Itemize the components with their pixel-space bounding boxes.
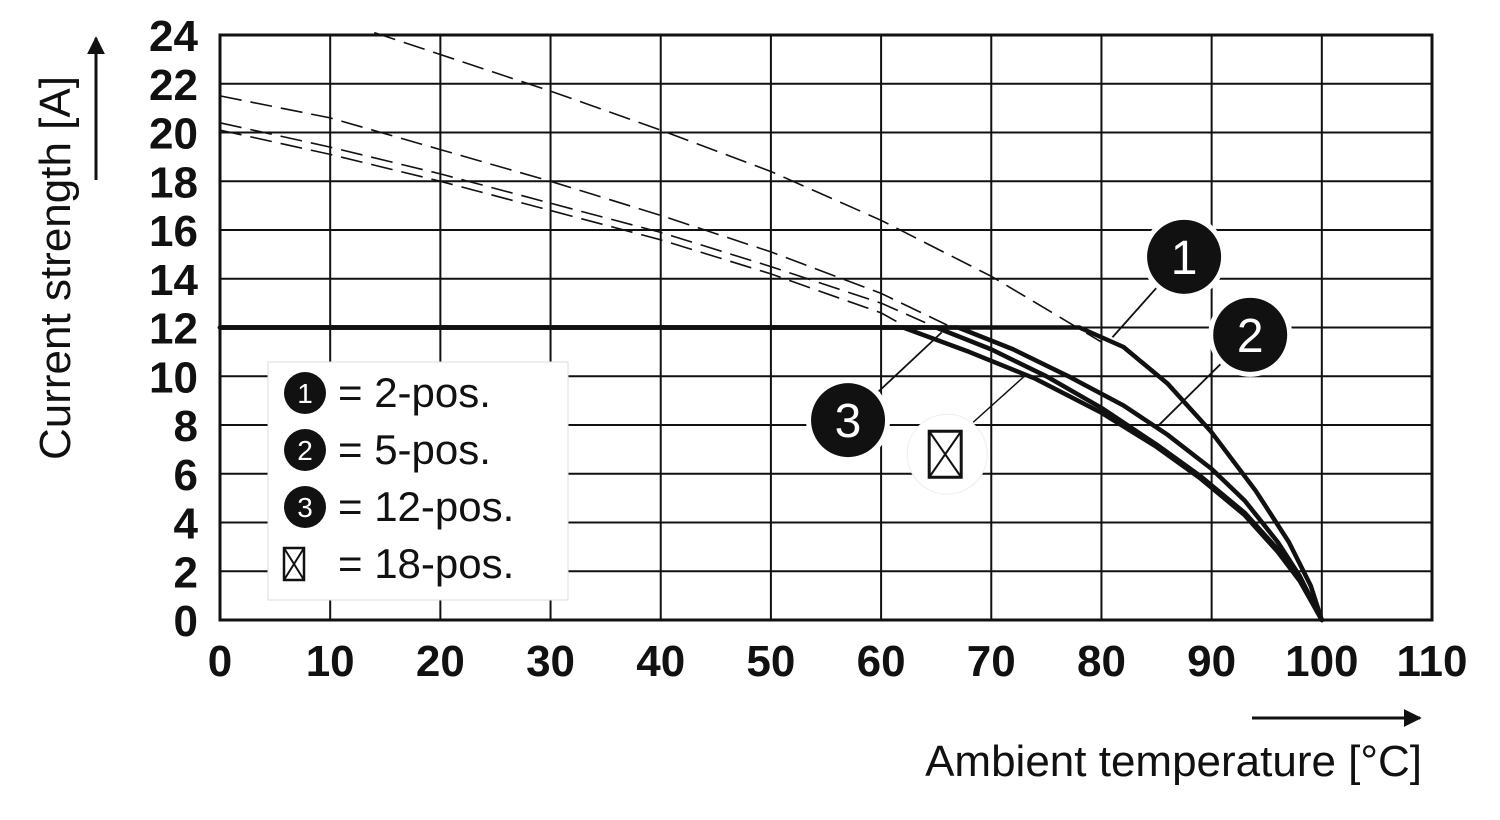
reference-curve-4: [219, 129, 904, 326]
legend-badge-3-label: 3: [297, 492, 313, 523]
y-tick-label: 0: [174, 597, 198, 646]
legend-item-18-pos: = 18-pos.: [282, 540, 514, 587]
y-tick-label: 18: [149, 158, 198, 207]
x-axis-ticks: 0 10 20 30 40 50 60 70 80 90 100 110: [208, 637, 1468, 686]
reference-curve-2: [219, 95, 948, 326]
x-tick-label: 50: [746, 637, 795, 686]
callout-leader-18-pos: [972, 375, 1025, 423]
crossed-box-icon: [927, 429, 963, 479]
callout-leader-2: [1155, 362, 1223, 429]
legend-item-5-pos: 2 = 5-pos.: [284, 426, 491, 473]
y-tick-label: 4: [174, 500, 199, 549]
legend-item-2-pos: 1 = 2-pos.: [284, 369, 491, 416]
callout-badge-label-3: 3: [835, 395, 862, 448]
callout-badge-2: [1213, 297, 1288, 372]
reference-curve-1: [374, 31, 1102, 343]
y-axis-title: Current strength [A]: [31, 76, 80, 460]
series-line-2: [217, 325, 1325, 623]
callout-leader-1: [1111, 286, 1159, 338]
legend-label-2-pos: = 2-pos.: [338, 369, 491, 416]
series-line-crossed-box: [217, 325, 1325, 623]
legend-badge-2: [284, 429, 326, 471]
callout-badge-3: [811, 383, 886, 458]
y-tick-label: 20: [149, 110, 198, 159]
plot-frame: [218, 33, 1434, 622]
reference-curves: [219, 31, 1102, 343]
x-axis-title: Ambient temperature [°C]: [925, 737, 1422, 786]
plot-border: [218, 33, 1434, 622]
x-tick-label: 60: [857, 637, 906, 686]
callout-badge-label-1: 1: [1171, 232, 1198, 285]
y-tick-label: 10: [149, 353, 198, 402]
legend-label-18-pos: = 18-pos.: [338, 540, 514, 587]
callout-badge-label-2: 2: [1237, 310, 1264, 363]
y-tick-label: 8: [174, 402, 198, 451]
x-tick-label: 30: [526, 637, 575, 686]
x-tick-label: 90: [1187, 637, 1236, 686]
legend-item-12-pos: 3 = 12-pos.: [284, 483, 514, 530]
x-tick-label: 110: [1397, 637, 1468, 686]
x-tick-label: 10: [306, 637, 355, 686]
y-tick-label: 12: [149, 305, 198, 354]
legend-badge-2-label: 2: [297, 435, 313, 466]
x-tick-label: 80: [1077, 637, 1126, 686]
legend-badge-1-label: 1: [297, 378, 313, 409]
series-lines: [217, 325, 1325, 623]
legend-label-12-pos: = 12-pos.: [338, 483, 514, 530]
y-tick-label: 16: [149, 207, 198, 256]
callout-badge-1: [1147, 219, 1222, 294]
legend-label-5-pos: = 5-pos.: [338, 426, 491, 473]
x-tick-label: 20: [416, 637, 465, 686]
x-tick-label: 70: [967, 637, 1016, 686]
legend-badge-3: [284, 486, 326, 528]
reference-curve-3: [219, 122, 926, 324]
series-line-1: [217, 325, 1325, 623]
y-tick-label: 6: [174, 451, 198, 500]
crossed-box-icon: [282, 546, 306, 582]
x-tick-label: 100: [1285, 637, 1358, 686]
y-tick-label: 24: [149, 12, 198, 61]
y-tick-label: 14: [149, 256, 198, 305]
legend: 1 = 2-pos. 2 = 5-pos. 3 = 12-pos. = 18-p…: [267, 361, 569, 601]
x-tick-label: 0: [208, 637, 232, 686]
legend-badge-1: [284, 372, 326, 414]
callouts: 12 3: [806, 214, 1293, 495]
y-tick-label: 2: [174, 548, 198, 597]
y-tick-label: 22: [149, 61, 198, 110]
x-tick-label: 40: [636, 637, 685, 686]
callout-leader-3: [876, 331, 943, 394]
